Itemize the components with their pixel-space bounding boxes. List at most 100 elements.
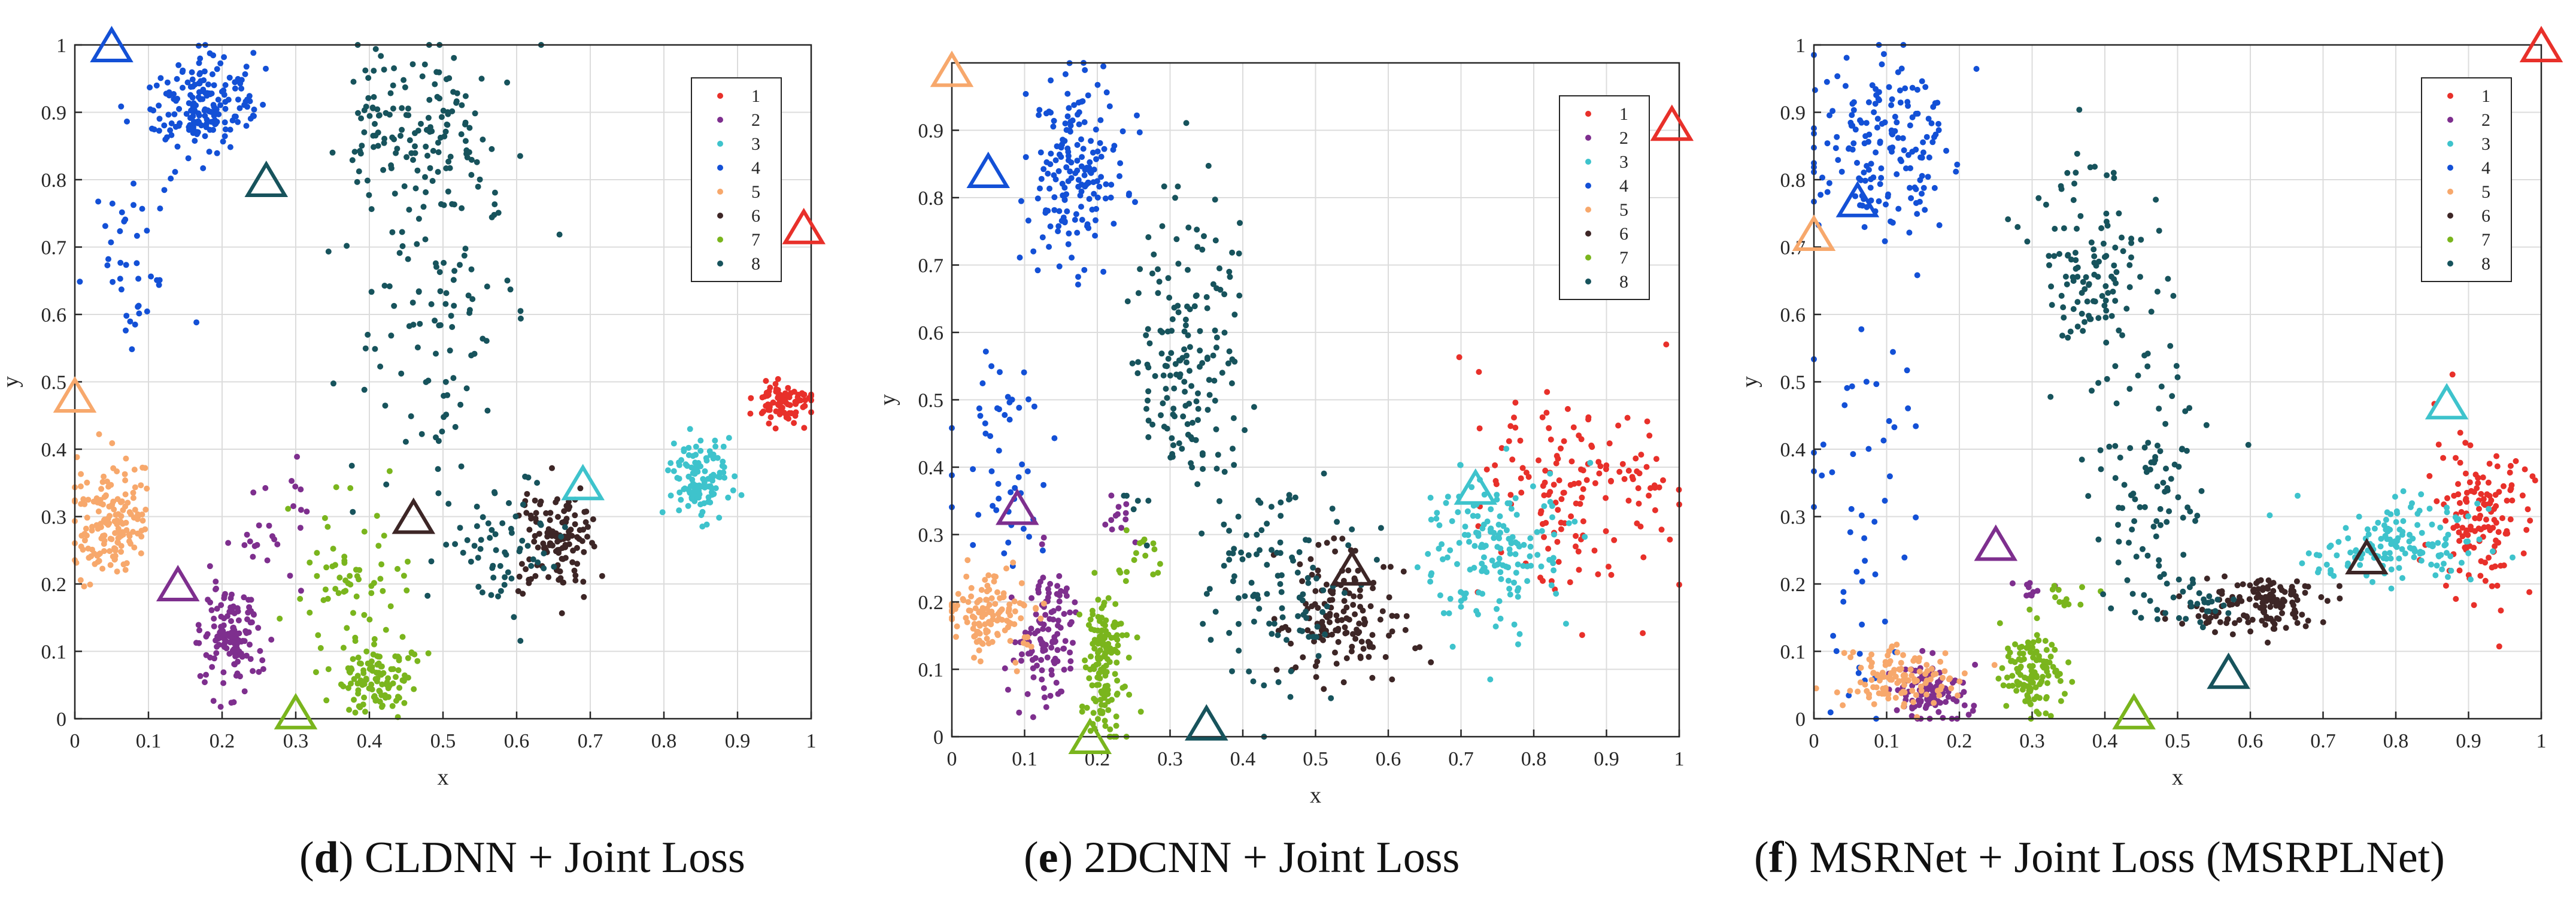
data-point — [1091, 570, 1098, 576]
data-point — [2488, 497, 2495, 504]
data-point — [1090, 149, 1096, 156]
data-point — [232, 661, 238, 668]
data-point — [2465, 532, 2471, 538]
data-point — [458, 463, 465, 470]
data-point — [2088, 239, 2095, 246]
data-point — [524, 543, 531, 549]
data-point — [1292, 494, 1298, 501]
data-point — [1868, 677, 1875, 683]
data-point — [2052, 646, 2058, 653]
legend-marker-5 — [1585, 207, 1591, 213]
data-point — [499, 520, 506, 526]
data-point — [493, 547, 499, 553]
y-axis-label: y — [0, 376, 23, 388]
x-tick-label: 0.7 — [2310, 730, 2336, 752]
data-point — [376, 112, 383, 119]
data-point — [1017, 255, 1023, 261]
data-point — [970, 542, 976, 548]
data-point — [2084, 298, 2090, 305]
data-point — [1467, 567, 1473, 573]
data-point — [528, 562, 535, 569]
data-point — [2305, 618, 2311, 624]
data-point — [222, 591, 228, 597]
data-point — [1123, 527, 1130, 534]
data-point — [371, 144, 377, 150]
data-point — [463, 150, 470, 157]
data-point — [2343, 525, 2349, 531]
data-point — [2264, 615, 2271, 622]
data-point — [1203, 591, 1210, 597]
data-point — [120, 531, 126, 538]
data-point — [1886, 84, 1892, 90]
data-point — [439, 428, 445, 435]
data-point — [422, 174, 428, 180]
data-point — [1497, 615, 1504, 622]
data-point — [2071, 180, 2077, 187]
data-point — [1936, 222, 1943, 228]
data-point — [1061, 218, 1068, 225]
data-point — [1491, 535, 1497, 541]
data-point — [1333, 661, 1340, 667]
data-point — [2255, 586, 2262, 592]
data-point — [472, 110, 478, 117]
data-point — [2519, 492, 2526, 499]
data-point — [1067, 649, 1073, 656]
data-point — [523, 510, 530, 516]
data-point — [433, 350, 439, 357]
data-point — [1033, 606, 1039, 612]
data-point — [561, 508, 568, 514]
data-point — [531, 538, 538, 545]
legend-marker-3 — [2447, 141, 2453, 147]
data-point — [2059, 332, 2065, 339]
data-point — [1573, 532, 1579, 539]
data-point — [1020, 525, 1027, 532]
data-point — [2115, 559, 2122, 566]
data-point — [1145, 397, 1151, 404]
data-point — [441, 392, 447, 399]
data-point — [2077, 213, 2084, 219]
data-point — [1039, 667, 1045, 674]
data-point — [2345, 535, 2352, 541]
data-point — [801, 425, 808, 431]
data-point — [1850, 107, 1857, 113]
data-point — [2399, 575, 2405, 582]
data-point — [1580, 467, 1586, 474]
data-point — [1048, 671, 1055, 678]
data-point — [1094, 654, 1101, 661]
data-point — [378, 671, 384, 678]
data-point — [528, 576, 534, 582]
data-point — [1172, 195, 1178, 201]
data-point — [992, 601, 999, 607]
data-point — [983, 597, 990, 603]
data-point — [2163, 465, 2169, 472]
data-point — [1062, 638, 1069, 644]
data-point — [1173, 236, 1180, 243]
data-point — [1859, 621, 1865, 628]
data-point — [1061, 645, 1067, 652]
data-point — [2493, 453, 2500, 459]
y-tick-label: 0.8 — [41, 169, 67, 192]
data-point — [1544, 389, 1551, 395]
data-point — [1310, 634, 1316, 640]
data-point — [1348, 648, 1355, 655]
data-point — [2079, 310, 2085, 317]
data-point — [554, 496, 560, 503]
data-point — [1015, 474, 1022, 480]
legend-label-7: 7 — [2481, 230, 2490, 250]
data-point — [2387, 555, 2394, 562]
x-tick-label: 0.3 — [2019, 730, 2045, 752]
data-point — [1863, 120, 1870, 126]
data-point — [1549, 514, 1555, 520]
data-point — [1206, 586, 1213, 592]
data-point — [114, 517, 120, 523]
data-point — [1497, 545, 1504, 552]
data-point — [2490, 525, 2496, 531]
data-point — [697, 437, 704, 444]
series-7 — [1995, 583, 2104, 722]
data-point — [474, 503, 480, 510]
data-point — [1386, 632, 1392, 639]
data-point — [2400, 488, 2407, 495]
data-point — [985, 640, 992, 647]
data-point — [1932, 131, 1939, 138]
data-point — [232, 113, 239, 120]
